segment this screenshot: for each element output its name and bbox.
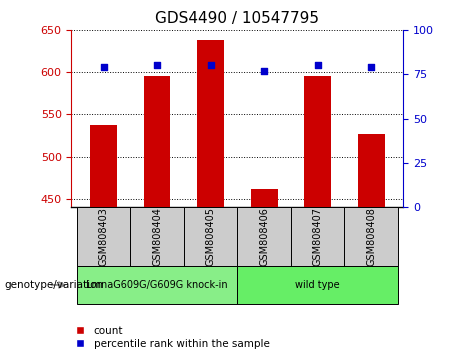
Bar <box>77 207 130 266</box>
Bar <box>144 76 171 207</box>
Text: wild type: wild type <box>296 280 340 290</box>
Bar <box>130 207 184 266</box>
Bar <box>291 207 344 266</box>
Point <box>260 68 268 74</box>
Bar <box>358 134 384 207</box>
Bar <box>344 207 398 266</box>
Bar <box>90 125 117 207</box>
Bar <box>237 207 291 266</box>
Bar <box>184 207 237 266</box>
Bar <box>77 266 237 304</box>
Bar <box>237 266 398 304</box>
Point <box>207 63 214 68</box>
Text: GSM808408: GSM808408 <box>366 207 376 266</box>
Text: GSM808404: GSM808404 <box>152 207 162 266</box>
Point <box>367 64 375 70</box>
Title: GDS4490 / 10547795: GDS4490 / 10547795 <box>155 11 319 26</box>
Text: GSM808403: GSM808403 <box>99 207 109 266</box>
Point <box>100 64 107 70</box>
Bar <box>197 40 224 207</box>
Text: LmnaG609G/G609G knock-in: LmnaG609G/G609G knock-in <box>86 280 228 290</box>
Legend: count, percentile rank within the sample: count, percentile rank within the sample <box>70 326 270 349</box>
Point <box>314 63 321 68</box>
Text: GSM808407: GSM808407 <box>313 207 323 266</box>
Text: genotype/variation: genotype/variation <box>5 280 104 290</box>
Text: GSM808406: GSM808406 <box>259 207 269 266</box>
Bar <box>304 76 331 207</box>
Text: GSM808405: GSM808405 <box>206 207 216 266</box>
Point <box>154 63 161 68</box>
Bar <box>251 189 278 207</box>
